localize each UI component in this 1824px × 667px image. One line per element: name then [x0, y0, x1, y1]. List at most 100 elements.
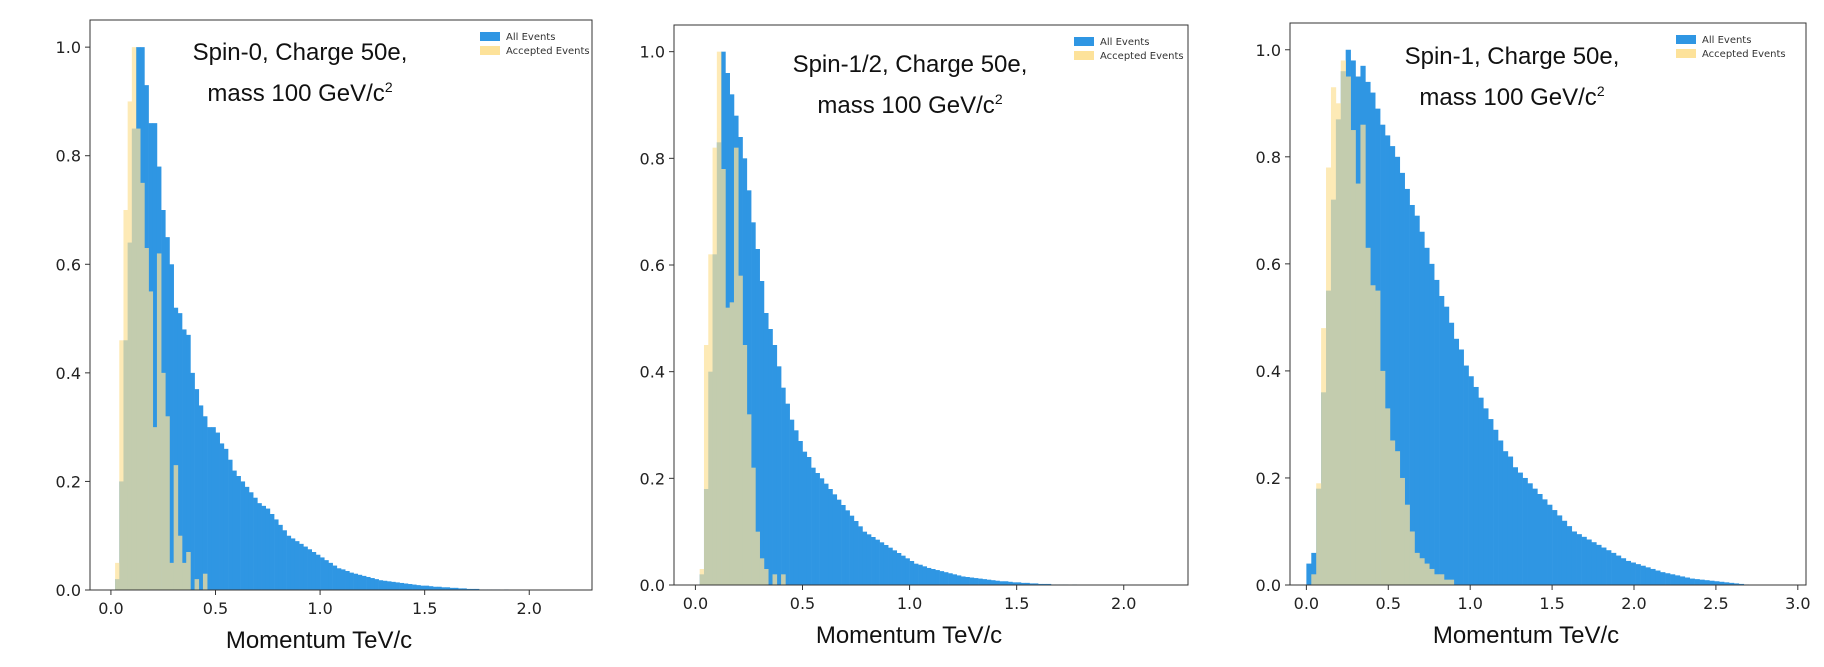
histogram-bar [725, 307, 730, 585]
histogram-bar [466, 588, 471, 590]
y-tick-label: 1.0 [1256, 41, 1281, 60]
histogram-bar [1345, 76, 1351, 586]
chart-panel-spin-half: 0.0 0.2 0.4 0.6 0.8 1.0 0.0 0.5 1.0 1.5 2.0 Momentu… [600, 0, 1212, 667]
histogram-bar [182, 329, 187, 590]
histogram-bar [1689, 578, 1695, 585]
histogram-bar [1552, 510, 1558, 585]
histogram-bar [328, 562, 333, 590]
histogram-bar [1439, 295, 1445, 585]
histogram-bar [1665, 573, 1671, 585]
histogram-bar [793, 430, 799, 585]
histogram-bar [265, 508, 271, 590]
x-tick-label: 1.0 [897, 594, 922, 613]
histogram-bar [751, 467, 756, 585]
x-tick-label: 0.5 [203, 599, 228, 618]
histogram-bar [832, 494, 838, 585]
histogram-bar [1502, 451, 1509, 585]
histogram-bar [1615, 555, 1622, 585]
histogram-bar [1316, 483, 1322, 585]
histogram-bar [336, 568, 342, 590]
histogram-bar [883, 545, 889, 585]
histogram-chart-spin-half: 0.0 0.2 0.4 0.6 0.8 1.0 0.0 0.5 1.0 1.5 2.0 Momentu… [640, 24, 1189, 649]
histogram-bar [311, 552, 317, 590]
histogram-bar [960, 576, 966, 585]
histogram-bar [1434, 279, 1440, 585]
histogram-bar [1380, 370, 1386, 585]
histogram-bar [416, 585, 421, 590]
histogram-bar [1448, 322, 1455, 585]
histogram-bar [1340, 60, 1346, 585]
x-axis-label: Momentum TeV/c [226, 627, 412, 654]
histogram-bar [382, 580, 388, 590]
histogram-bar [1724, 582, 1730, 585]
histogram-bar [806, 457, 812, 585]
histogram-bar [445, 587, 451, 590]
chart-annotation: Spin-1, Charge 50e, mass 100 GeV/c2 [1402, 40, 1622, 115]
histogram-bar [1645, 567, 1651, 585]
histogram-bar [357, 574, 363, 590]
histogram-bar [1311, 552, 1317, 585]
histogram-bar [1537, 494, 1543, 585]
y-tick-label: 0.4 [1256, 362, 1281, 381]
histogram-bar [131, 47, 137, 590]
histogram-bar [228, 459, 233, 590]
histogram-bar [399, 582, 405, 590]
histogram-bar [244, 486, 250, 590]
histogram-bar [315, 554, 321, 590]
histogram-bar [1596, 544, 1602, 585]
histogram-bar [207, 427, 212, 590]
histogram-bar [1419, 558, 1425, 585]
histogram-bar [115, 562, 120, 590]
x-tick-label: 2.5 [1703, 594, 1728, 613]
histogram-bar [278, 524, 283, 590]
histogram-bar [349, 572, 354, 590]
histogram-bar [858, 526, 863, 585]
legend-label-all-events: All Events [1100, 37, 1149, 48]
histogram-bar [1714, 581, 1720, 585]
histogram-bar [1660, 572, 1666, 585]
histogram-bar [202, 573, 208, 590]
histogram-bar [148, 291, 154, 590]
histogram-bar [875, 539, 880, 585]
histogram-bar [1547, 504, 1553, 585]
x-tick-label: 1.5 [412, 599, 437, 618]
histogram-bar [1434, 574, 1440, 585]
histogram-bar [1355, 183, 1361, 586]
histogram-bar [871, 537, 876, 585]
y-tick-label: 0.4 [640, 363, 665, 382]
histogram-bar [1311, 574, 1317, 585]
histogram-bar [712, 147, 718, 585]
histogram-bar [755, 531, 760, 585]
histogram-bar [759, 281, 765, 585]
histogram-bar [742, 345, 748, 585]
histogram-bar [240, 481, 246, 590]
histogram-bar [1498, 440, 1504, 585]
y-tick-label: 0.8 [640, 149, 665, 168]
histogram-bar [1483, 408, 1489, 585]
histogram-bar [1468, 376, 1474, 585]
x-tick-label: 2.0 [1621, 594, 1646, 613]
histogram-chart-spin-1: 0.0 0.2 0.4 0.6 0.8 1.0 0.0 0.5 1.0 1.5 2.0 2.5 3.0 M… [1256, 22, 1811, 649]
histogram-bar [474, 588, 480, 590]
histogram-bar [768, 329, 773, 585]
x-axis-label: Momentum TeV/c [1433, 622, 1619, 649]
histogram-bar [202, 416, 208, 590]
y-tick-label: 0.6 [640, 256, 665, 275]
histogram-bar [1591, 542, 1597, 585]
histogram-bar [1350, 130, 1356, 586]
histogram-bar [759, 558, 765, 585]
histogram-bar [862, 531, 868, 585]
legend-swatch-accepted-events [1676, 49, 1696, 58]
histogram-bar [294, 541, 300, 590]
histogram-bar [169, 562, 174, 590]
histogram-bar [1542, 499, 1548, 585]
histogram-bar [1046, 583, 1052, 585]
histogram-bar [729, 302, 735, 585]
histogram-bar [943, 572, 949, 585]
histogram-bar [716, 51, 722, 585]
x-tick-label: 2.0 [1111, 594, 1136, 613]
histogram-bar [1020, 582, 1026, 585]
histogram-bar [922, 566, 928, 585]
histogram-bar [140, 182, 145, 590]
histogram-bar [274, 519, 279, 590]
